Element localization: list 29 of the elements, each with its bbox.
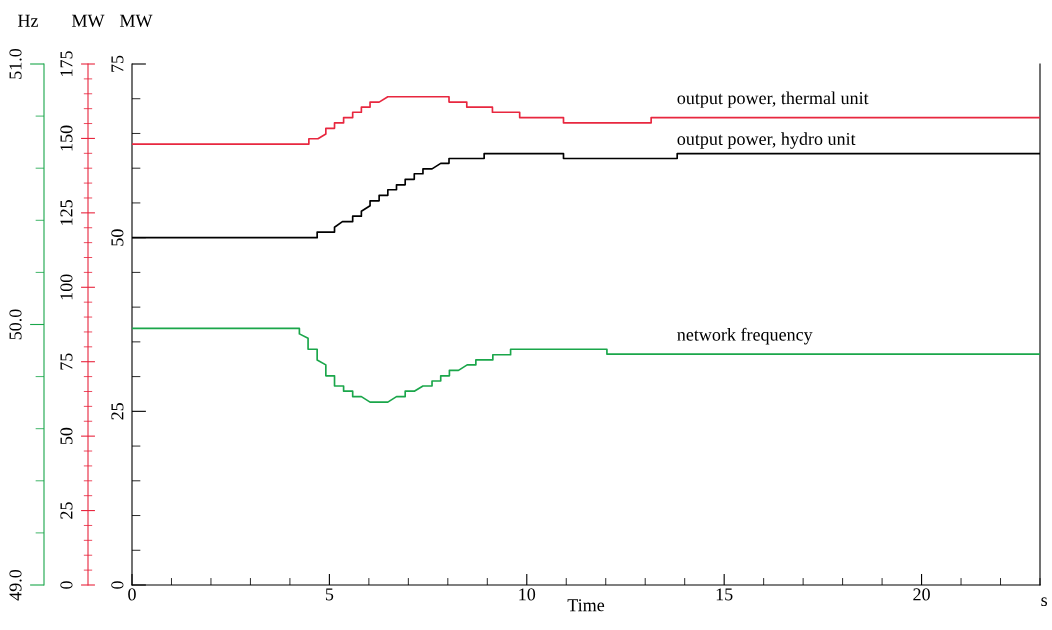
y2-tick-label: 150 bbox=[60, 125, 73, 151]
y2-tick-label: 75 bbox=[60, 353, 73, 370]
x-tick-label: 0 bbox=[128, 588, 136, 601]
y3-tick-label: 51.0 bbox=[9, 48, 22, 79]
y2-tick-label: 50 bbox=[60, 427, 73, 445]
series-label: network frequency bbox=[677, 327, 813, 345]
series-label: output power, hydro unit bbox=[677, 132, 856, 149]
y-tick-label: 25 bbox=[111, 403, 124, 420]
y-tick-label: 0 bbox=[111, 581, 124, 589]
y3-axis-title: Hz bbox=[17, 14, 39, 27]
series-label: output power, thermal unit bbox=[677, 91, 869, 108]
y2-tick-label: 100 bbox=[60, 274, 73, 300]
y3-tick-label: 49.0 bbox=[9, 569, 22, 601]
y-tick-label: 75 bbox=[111, 55, 124, 72]
x-tick-label: 20 bbox=[913, 588, 930, 601]
x-tick-label: 10 bbox=[519, 588, 536, 601]
y-axis-title: MW bbox=[119, 14, 153, 27]
text: s bbox=[1041, 597, 1048, 607]
y2-tick-label: 25 bbox=[60, 502, 73, 519]
x-tick-label: 15 bbox=[716, 588, 733, 601]
x-axis-title: Time bbox=[567, 599, 605, 612]
y2-tick-label: 125 bbox=[60, 200, 73, 225]
y2-tick-label: 0 bbox=[60, 581, 73, 589]
x-tick-label: 5 bbox=[325, 588, 334, 601]
y3-tick-label: 50.0 bbox=[9, 309, 22, 340]
y2-axis-title: MW bbox=[71, 14, 105, 27]
y2-tick-label: 175 bbox=[60, 51, 73, 76]
y-tick-label: 50 bbox=[111, 229, 124, 246]
line-series bbox=[132, 327, 1040, 403]
